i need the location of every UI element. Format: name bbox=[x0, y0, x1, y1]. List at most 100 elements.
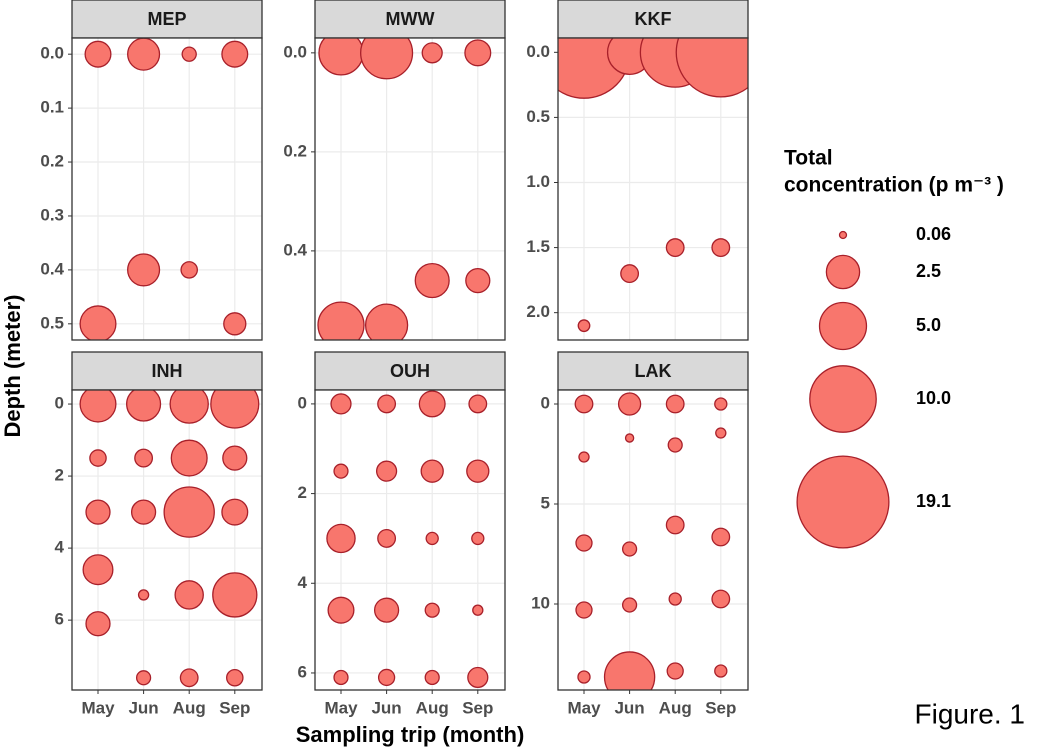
panel-title: INH bbox=[152, 361, 183, 381]
y-tick-label: 2 bbox=[55, 466, 64, 485]
legend-bubble bbox=[796, 455, 890, 549]
y-tick-label: 0.0 bbox=[526, 42, 550, 61]
bubble bbox=[333, 463, 349, 479]
y-tick-label: 0 bbox=[541, 393, 550, 412]
x-tick-label: Aug bbox=[173, 698, 206, 717]
legend-label: 5.0 bbox=[916, 315, 941, 335]
y-tick-label: 0.0 bbox=[40, 44, 64, 63]
y-tick-label: 2.0 bbox=[526, 302, 550, 321]
y-tick-label: 0.4 bbox=[40, 259, 64, 278]
panel-border bbox=[71, 37, 263, 341]
strip bbox=[71, 0, 263, 39]
x-tick-label: Sep bbox=[705, 698, 736, 717]
y-tick-label: 2 bbox=[298, 483, 307, 502]
bubble bbox=[179, 668, 199, 688]
bubble bbox=[222, 445, 248, 471]
y-axis-label: Depth (meter) bbox=[0, 294, 25, 437]
legend-label: 0.06 bbox=[916, 224, 951, 244]
strip bbox=[314, 0, 506, 39]
bubble bbox=[212, 572, 258, 618]
panel-background bbox=[72, 390, 262, 690]
bubble bbox=[424, 602, 440, 618]
bubble bbox=[84, 40, 112, 68]
bubble bbox=[468, 394, 488, 414]
bubble bbox=[665, 238, 685, 258]
bubble bbox=[137, 589, 150, 601]
y-tick-label: 1.0 bbox=[526, 172, 550, 191]
strip bbox=[557, 351, 749, 391]
bubble bbox=[163, 486, 215, 538]
bubble bbox=[425, 531, 439, 546]
strip bbox=[71, 351, 263, 391]
panel-background bbox=[315, 38, 505, 340]
bubble bbox=[210, 390, 260, 429]
bubble bbox=[624, 433, 635, 443]
bubble bbox=[226, 668, 244, 687]
bubble bbox=[418, 390, 446, 418]
legend-label: 10.0 bbox=[916, 388, 951, 408]
bubble bbox=[181, 46, 197, 62]
bubble bbox=[465, 267, 491, 294]
bubble bbox=[577, 319, 591, 333]
bubble bbox=[170, 439, 208, 477]
bubble bbox=[85, 611, 111, 637]
bubble bbox=[126, 390, 162, 422]
bubble bbox=[665, 515, 685, 535]
bubble bbox=[221, 498, 249, 526]
bubble bbox=[666, 662, 684, 680]
panel-border bbox=[71, 389, 263, 691]
bubble bbox=[134, 448, 154, 468]
x-tick-label: May bbox=[81, 698, 115, 717]
bubble bbox=[327, 596, 355, 624]
y-tick-label: 6 bbox=[55, 610, 64, 629]
y-tick-label: 0 bbox=[55, 394, 64, 413]
y-tick-label: 4 bbox=[298, 573, 308, 592]
bubble bbox=[373, 597, 400, 623]
bubble bbox=[377, 668, 396, 687]
strip bbox=[557, 0, 749, 39]
bubble bbox=[414, 263, 450, 299]
panel-title: LAK bbox=[635, 361, 672, 381]
bubble bbox=[714, 664, 728, 678]
bubble bbox=[620, 264, 640, 284]
bubble bbox=[467, 666, 489, 689]
y-tick-label: 10 bbox=[531, 593, 550, 612]
legend-title: Total bbox=[784, 147, 833, 170]
bubble bbox=[675, 38, 748, 98]
y-tick-label: 5 bbox=[541, 493, 550, 512]
bubble bbox=[714, 397, 728, 411]
legend-bubble bbox=[825, 254, 861, 290]
bubble bbox=[424, 669, 440, 686]
panel-title: MEP bbox=[147, 9, 186, 29]
x-tick-label: Sep bbox=[219, 698, 250, 717]
bubble bbox=[79, 390, 117, 423]
panel-border bbox=[557, 37, 749, 341]
bubble bbox=[471, 531, 485, 546]
bubble bbox=[575, 601, 593, 619]
bubble bbox=[464, 39, 492, 67]
bubble bbox=[472, 604, 484, 616]
x-tick-label: Jun bbox=[371, 698, 401, 717]
strip bbox=[314, 351, 506, 391]
x-tick-label: May bbox=[567, 698, 601, 717]
x-tick-label: Aug bbox=[659, 698, 692, 717]
bubble bbox=[574, 394, 594, 414]
y-tick-label: 0 bbox=[298, 393, 307, 412]
bubble bbox=[621, 597, 638, 613]
bubble bbox=[667, 437, 683, 453]
y-tick-label: 0.0 bbox=[283, 42, 307, 61]
bubble bbox=[575, 534, 593, 552]
y-tick-label: 1.5 bbox=[526, 237, 550, 256]
x-axis-label: Sampling trip (month) bbox=[296, 722, 525, 747]
legend-bubble bbox=[809, 365, 877, 433]
bubble bbox=[715, 427, 727, 439]
bubble bbox=[711, 589, 731, 609]
bubble bbox=[135, 670, 152, 686]
panel-border bbox=[557, 389, 749, 691]
bubble bbox=[221, 40, 249, 68]
bubble bbox=[711, 238, 731, 258]
bubble bbox=[421, 42, 443, 64]
bubble bbox=[377, 528, 397, 548]
